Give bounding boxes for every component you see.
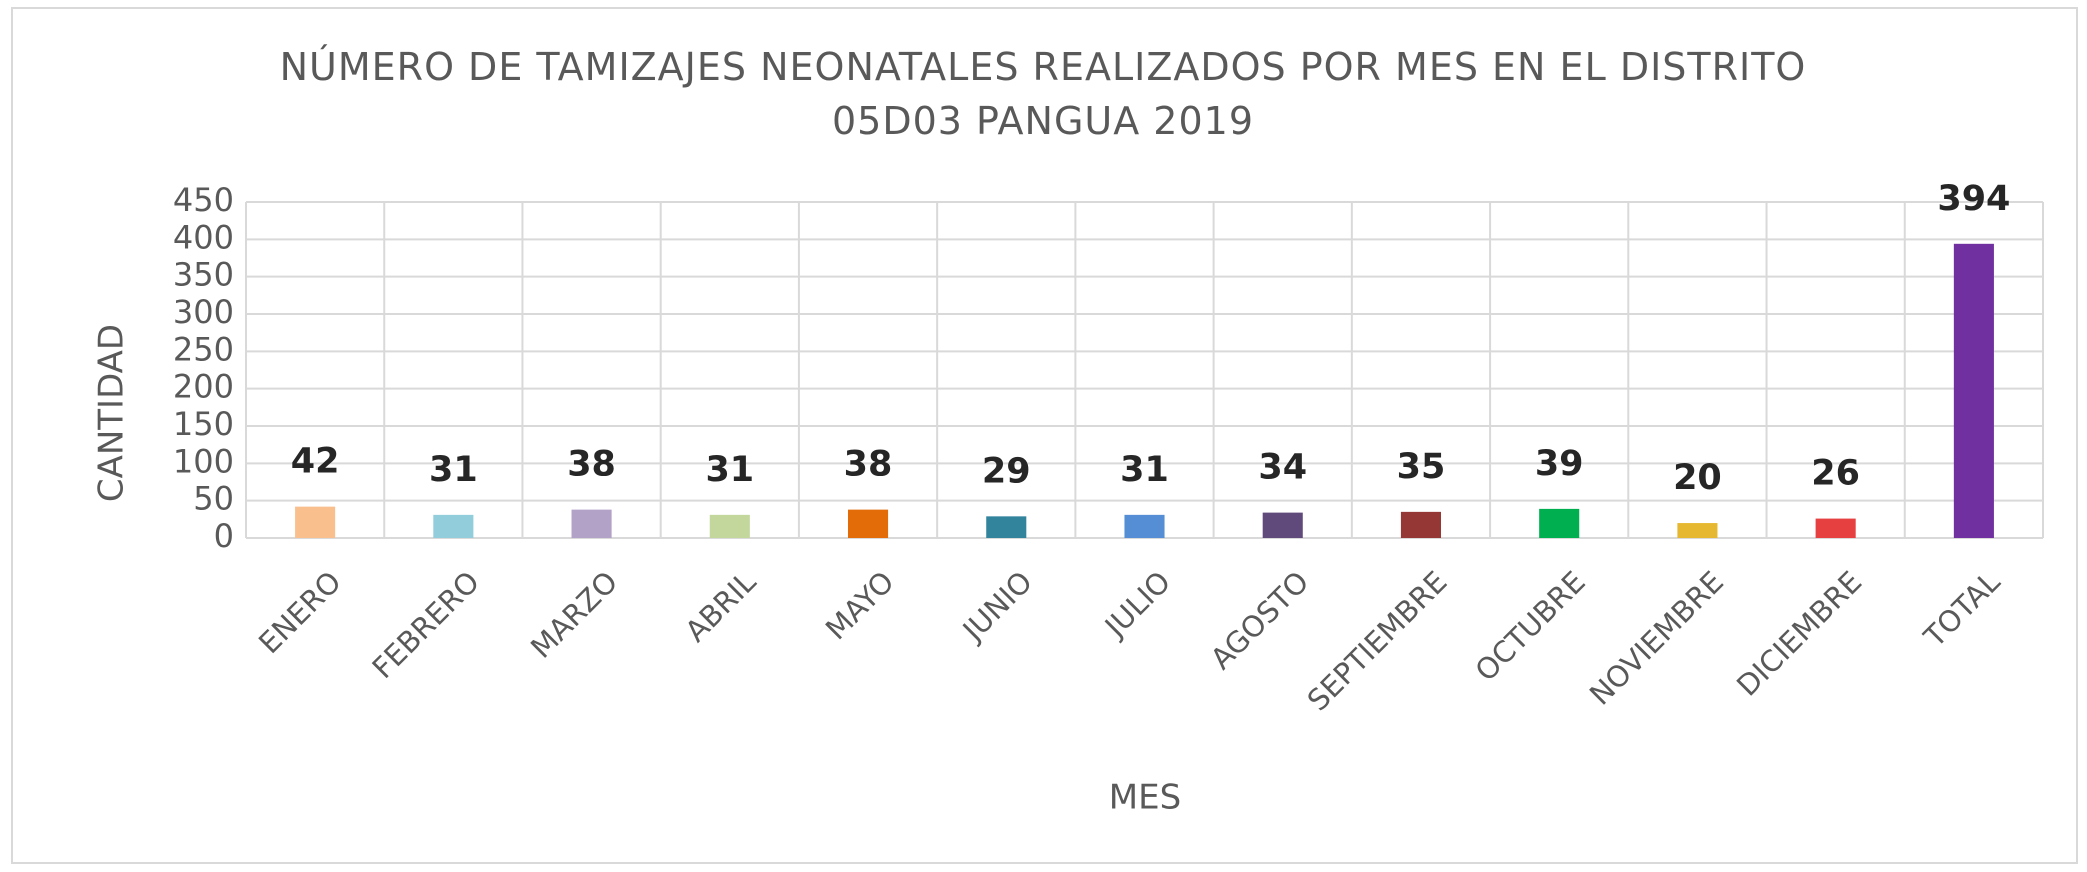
y-axis-label: CANTIDAD — [92, 324, 132, 502]
y-tick-label: 450 — [173, 181, 234, 219]
y-tick-label: 250 — [173, 330, 234, 368]
bar — [986, 516, 1027, 538]
x-tick-label: MARZO — [524, 565, 624, 665]
y-tick-label: 200 — [173, 368, 234, 406]
bar — [1953, 243, 1994, 538]
chart-title: NÚMERO DE TAMIZAJES NEONATALES REALIZADO… — [279, 45, 1807, 143]
data-label: 29 — [982, 451, 1031, 491]
data-label: 34 — [1258, 448, 1307, 488]
chart-border — [11, 7, 2078, 864]
x-tick-label: TOTAL — [1917, 565, 2007, 655]
data-label: 31 — [1120, 450, 1169, 490]
x-tick-label: NOVIEMBRE — [1583, 565, 1730, 712]
x-tick-label: SEPTIEMBRE — [1301, 565, 1454, 718]
y-tick-label: 50 — [193, 480, 234, 518]
data-label: 38 — [567, 445, 616, 485]
data-label: 35 — [1397, 447, 1446, 487]
y-tick-label: 0 — [214, 517, 234, 555]
y-tick-label: 300 — [173, 293, 234, 331]
x-tick-label: MAYO — [819, 565, 901, 647]
data-label: 39 — [1535, 444, 1584, 484]
bar — [709, 514, 750, 538]
y-tick-label: 150 — [173, 405, 234, 443]
x-tick-label: ABRIL — [679, 565, 763, 649]
x-tick-label: JUNIO — [955, 565, 1039, 649]
bar — [433, 514, 474, 538]
y-tick-label: 100 — [173, 442, 234, 480]
y-tick-label: 350 — [173, 256, 234, 294]
data-label: 394 — [1937, 179, 2010, 219]
x-tick-label: FEBRERO — [365, 565, 485, 685]
data-label: 31 — [429, 450, 478, 490]
x-tick-label: DICIEMBRE — [1730, 565, 1868, 703]
x-tick-label: AGOSTO — [1204, 565, 1315, 676]
y-tick-label: 400 — [173, 218, 234, 256]
bar — [295, 506, 336, 538]
x-tick-label: OCTUBRE — [1468, 565, 1591, 688]
bar — [847, 509, 889, 538]
bar — [1262, 512, 1303, 538]
data-label: 38 — [844, 445, 893, 485]
bar — [1815, 518, 1856, 538]
data-label: 26 — [1811, 454, 1860, 494]
data-label: 42 — [291, 442, 340, 482]
data-label: 20 — [1673, 458, 1722, 498]
x-axis-label: MES — [1109, 778, 1181, 818]
bar — [1539, 508, 1580, 538]
bar — [571, 509, 612, 538]
bar — [1400, 511, 1442, 538]
x-tick-label: ENERO — [252, 565, 348, 661]
data-label: 31 — [705, 450, 754, 490]
x-tick-label: JULIO — [1097, 565, 1177, 645]
bar — [1677, 523, 1718, 538]
bar — [1124, 514, 1165, 538]
